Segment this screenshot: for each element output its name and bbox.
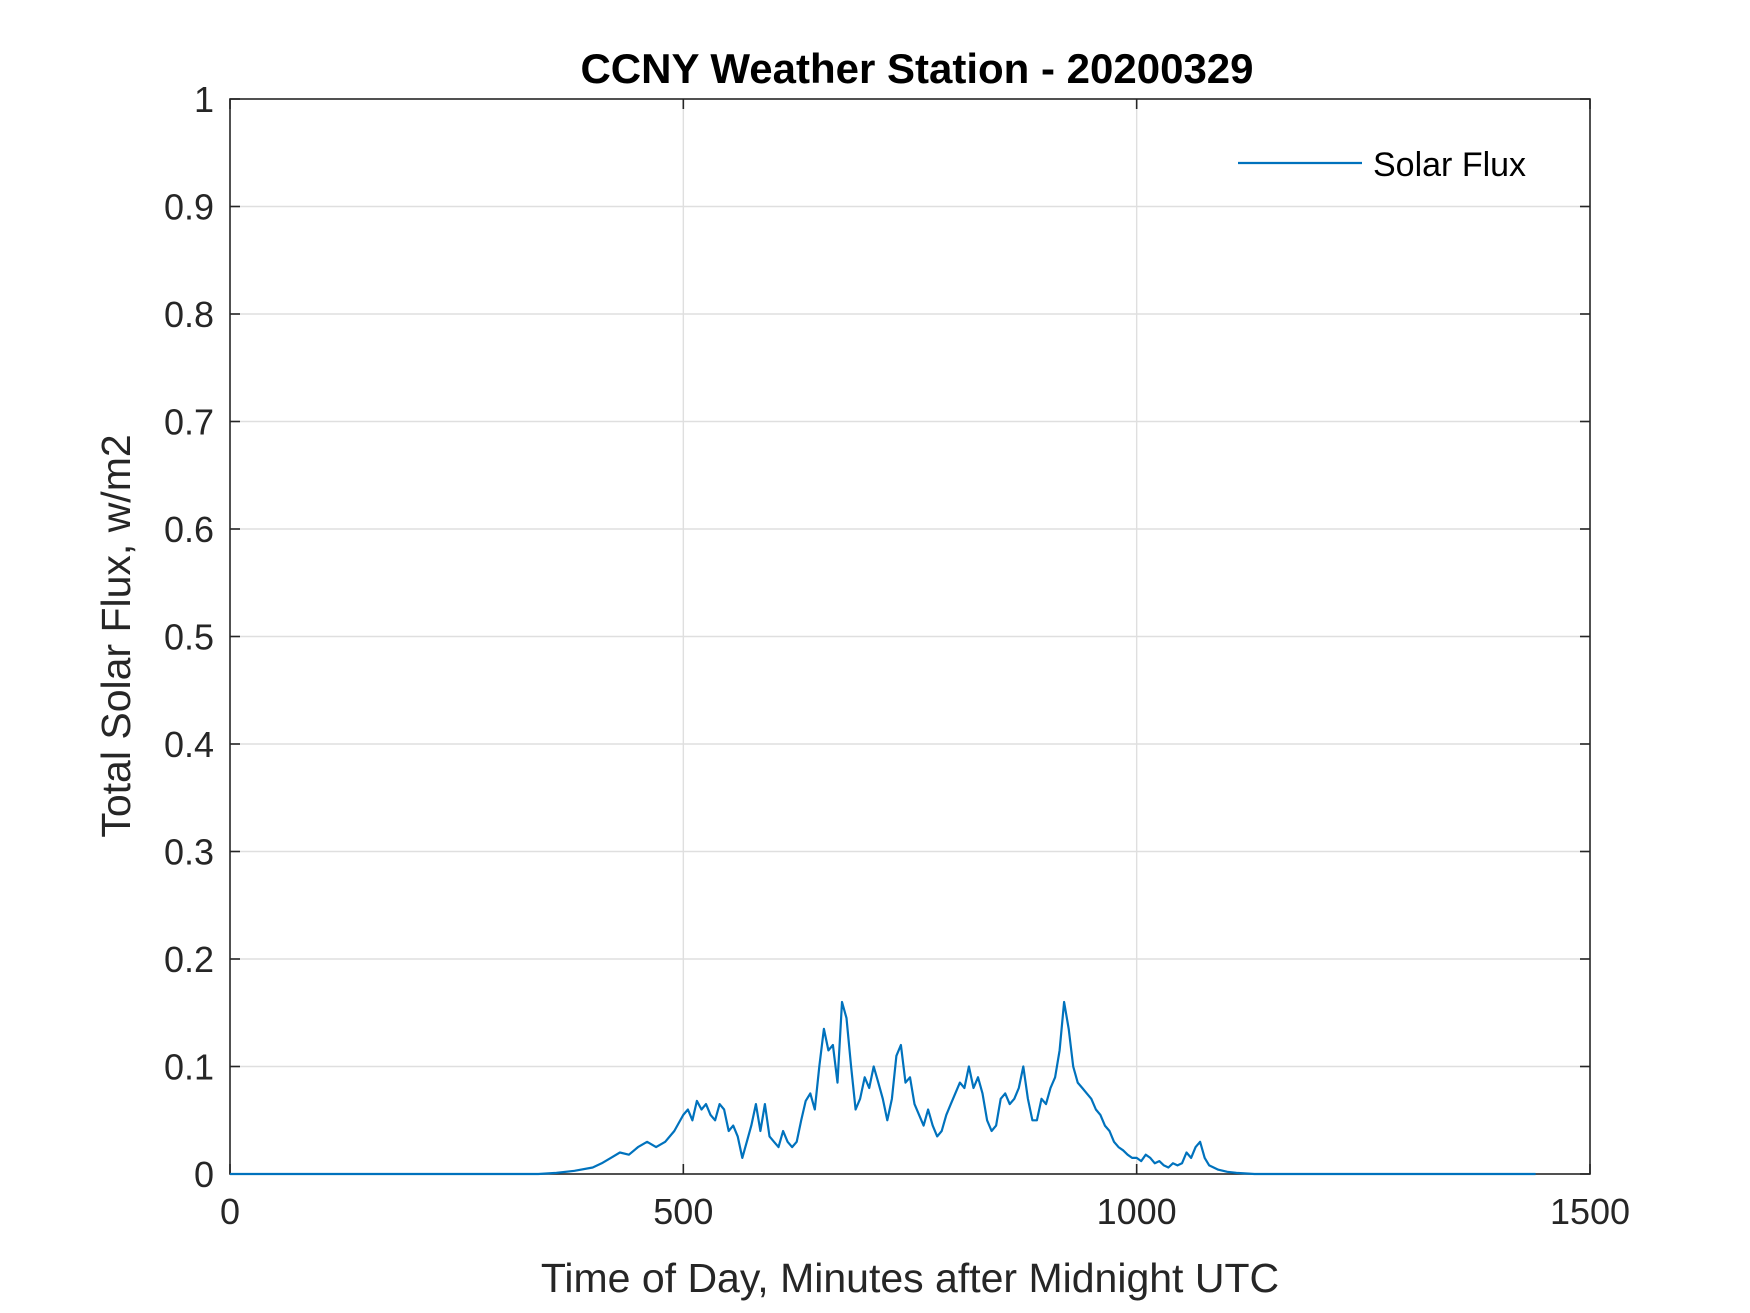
y-tick-label: 0.9	[164, 187, 214, 228]
y-tick-label: 0.3	[164, 832, 214, 873]
y-tick-label: 0.4	[164, 724, 214, 765]
series-line-solar-flux	[230, 1000, 1536, 1176]
x-tick-label: 0	[220, 1191, 240, 1232]
y-tick-label: 0	[194, 1154, 214, 1195]
y-axis-label: Total Solar Flux, w/m2	[93, 434, 139, 837]
legend: Solar Flux	[1238, 146, 1526, 184]
chart-title: CCNY Weather Station - 20200329	[580, 45, 1253, 92]
y-tick-label: 0.6	[164, 509, 214, 550]
axis-tick-labels: 0 0.1 0.2 0.3 0.4 0.5 0.6 0.7 0.8 0.9 1 0 500 1000 150…	[164, 79, 1630, 1232]
plot-area-frame	[229, 98, 1591, 1175]
x-tick-label: 500	[653, 1191, 713, 1232]
grid-lines	[230, 99, 1590, 1174]
x-axis-label: Time of Day, Minutes after Midnight UTC	[541, 1255, 1279, 1301]
x-tick-label: 1500	[1550, 1191, 1630, 1232]
y-tick-label: 0.5	[164, 617, 214, 658]
y-tick-label: 0.8	[164, 294, 214, 335]
x-tick-label: 1000	[1097, 1191, 1177, 1232]
y-tick-label: 0.1	[164, 1047, 214, 1088]
y-tick-label: 1	[194, 79, 214, 120]
legend-label-solar-flux: Solar Flux	[1373, 146, 1526, 184]
y-tick-label: 0.2	[164, 939, 214, 980]
y-tick-label: 0.7	[164, 402, 214, 443]
